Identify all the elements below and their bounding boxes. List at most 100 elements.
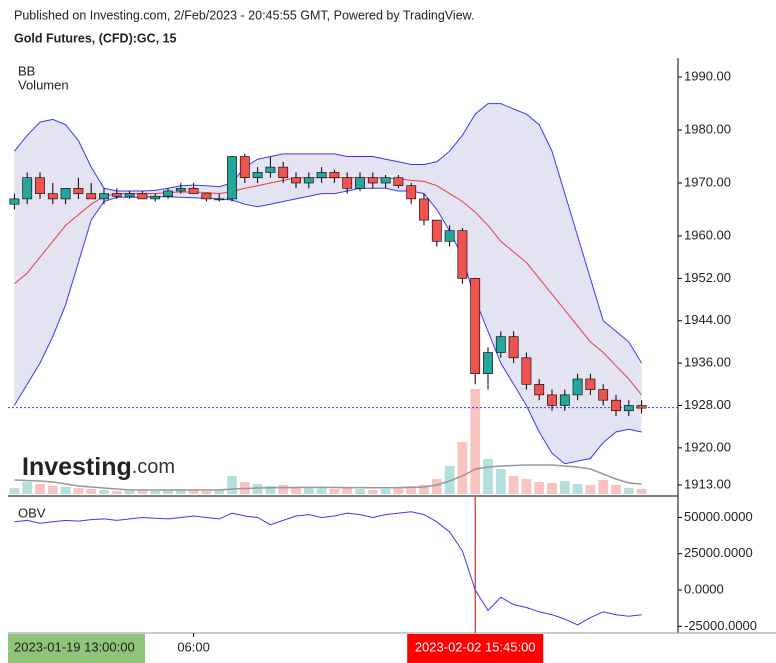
volume-bar <box>9 488 20 494</box>
candle-body <box>47 193 58 200</box>
volume-bar <box>559 481 570 494</box>
volume-bar <box>419 485 429 494</box>
volume-bar <box>431 479 442 494</box>
candle-body <box>175 188 186 192</box>
candle-body <box>393 177 404 186</box>
legend-obv: OBV <box>18 505 46 520</box>
volume-bar <box>175 489 186 494</box>
legend-volume: Volumen <box>18 77 69 92</box>
candle-body <box>406 185 417 200</box>
candle-body <box>22 177 33 200</box>
candle-body <box>483 352 493 374</box>
volume-bar <box>303 488 314 494</box>
volume-bar <box>457 442 468 494</box>
candle-body <box>508 336 519 359</box>
volume-bar <box>393 488 404 494</box>
volume-bar <box>163 490 173 494</box>
candle-body <box>265 166 276 173</box>
volume-bar <box>329 489 340 494</box>
candle-body <box>444 230 455 242</box>
candle-body <box>380 177 391 184</box>
start-label-bg <box>8 634 145 663</box>
volume-bar <box>444 466 455 494</box>
volume-bar <box>585 485 596 494</box>
crosshair-label-bg <box>407 634 544 663</box>
y-tick-label: 1928.00 <box>684 397 731 412</box>
x-tick-label: 06:00 <box>177 639 210 654</box>
candle-body <box>278 166 289 179</box>
volume-bar <box>470 389 481 494</box>
y-tick-label: -25000.0000 <box>684 618 757 633</box>
y-tick-label: 1944.00 <box>684 312 731 327</box>
candle-body <box>124 193 135 197</box>
volume-bar <box>99 490 109 494</box>
candle-body <box>86 193 97 200</box>
candle-body <box>367 177 378 184</box>
volume-bar <box>483 459 493 494</box>
y-tick-label: 1952.00 <box>684 270 731 285</box>
y-tick-label: 50000.0000 <box>684 509 753 524</box>
volume-bar <box>252 484 263 494</box>
volume-bar <box>137 490 148 494</box>
candle-body <box>214 198 225 201</box>
bb-upper <box>14 103 643 364</box>
volume-bar <box>521 479 532 494</box>
candle-body <box>521 357 532 385</box>
candle-body <box>316 172 327 179</box>
candle-body <box>623 405 634 412</box>
volume-bar <box>316 488 327 494</box>
candle-body <box>227 156 237 200</box>
candle-body <box>9 198 20 205</box>
candle-body <box>572 378 583 396</box>
candle-body <box>495 336 506 353</box>
obv-line <box>14 511 642 626</box>
candle-body <box>60 188 71 200</box>
candle-body <box>291 177 301 184</box>
candle-body <box>547 394 557 406</box>
published-note: Published on Investing.com, 2/Feb/2023 -… <box>14 8 474 22</box>
candle-body <box>239 156 250 179</box>
volume-bar <box>201 491 212 494</box>
volume-bar <box>227 476 237 494</box>
candle-body <box>419 198 429 221</box>
volume-bar <box>35 484 45 494</box>
candle-body <box>137 193 148 200</box>
volume-bar <box>111 491 122 494</box>
volume-bar <box>598 480 609 494</box>
candle-body <box>470 278 481 374</box>
logo-suffix: .com <box>132 456 175 478</box>
volume-bar <box>534 482 545 494</box>
candle-body <box>534 383 545 396</box>
volume-bar <box>73 488 84 494</box>
volume-bar <box>495 469 506 494</box>
y-tick-label: 1990.00 <box>684 69 731 84</box>
volume-bar <box>86 489 97 494</box>
logo-main: Investing <box>22 453 132 481</box>
volume-bar <box>636 489 647 494</box>
y-tick-label: 25000.0000 <box>684 545 753 560</box>
volume-bar <box>291 487 301 494</box>
volume-bar <box>265 486 276 494</box>
volume-bar <box>22 482 33 494</box>
y-tick-label: 1960.00 <box>684 227 731 242</box>
volume-bar <box>214 490 225 494</box>
candle-body <box>431 219 442 242</box>
y-tick-label: 1913.00 <box>684 476 731 491</box>
candle-body <box>252 172 263 179</box>
volume-bar <box>611 485 621 494</box>
candle-body <box>355 177 365 189</box>
candle-body <box>201 193 212 200</box>
volume-bar <box>188 490 199 494</box>
candle-body <box>598 389 609 401</box>
candle-body <box>188 188 199 194</box>
volume-bar <box>355 489 365 494</box>
symbol-title: Gold Futures, (CFD):GC, 15 <box>14 31 177 45</box>
band-fill <box>14 103 642 464</box>
volume-bar <box>150 491 161 494</box>
volume-bar <box>278 485 289 494</box>
candle-body <box>611 399 621 412</box>
volume-bar <box>60 487 71 494</box>
y-tick-label: 1936.00 <box>684 355 731 370</box>
candle-body <box>329 172 340 179</box>
